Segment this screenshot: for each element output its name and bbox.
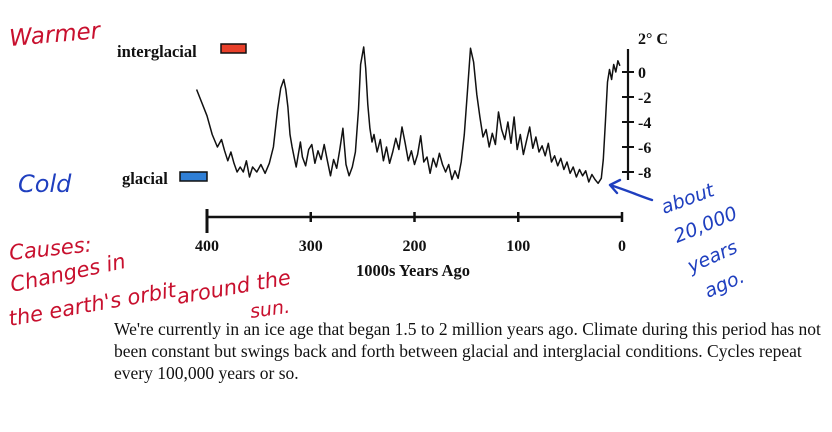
- arrow-icon: [608, 178, 654, 202]
- temperature-axis-unit: 2° C: [638, 31, 668, 48]
- x-tick-label: 200: [403, 238, 427, 255]
- x-tick-label: 400: [195, 238, 219, 255]
- about-annotation-line-4: ago.: [701, 266, 748, 303]
- x-tick-label: 300: [299, 238, 323, 255]
- glacial-marker: [179, 171, 208, 182]
- y-tick-label: -8: [638, 165, 651, 182]
- y-tick-label: -4: [638, 115, 651, 132]
- x-tick-label: 0: [618, 238, 626, 255]
- y-tick-label: -2: [638, 90, 651, 107]
- x-tick-label: 100: [506, 238, 530, 255]
- temperature-series-line: [195, 46, 621, 185]
- caption-paragraph: We're currently in an ice age that began…: [114, 319, 821, 383]
- warmer-annotation: Warmer: [8, 18, 103, 52]
- time-axis-title: 1000s Years Ago: [356, 261, 470, 280]
- glacial-label: glacial: [122, 169, 168, 188]
- y-tick-label: 0: [638, 65, 646, 82]
- y-tick-label: -6: [638, 140, 651, 157]
- interglacial-marker: [220, 43, 247, 54]
- interglacial-label: interglacial: [117, 42, 197, 61]
- cold-annotation: Cold: [18, 170, 72, 198]
